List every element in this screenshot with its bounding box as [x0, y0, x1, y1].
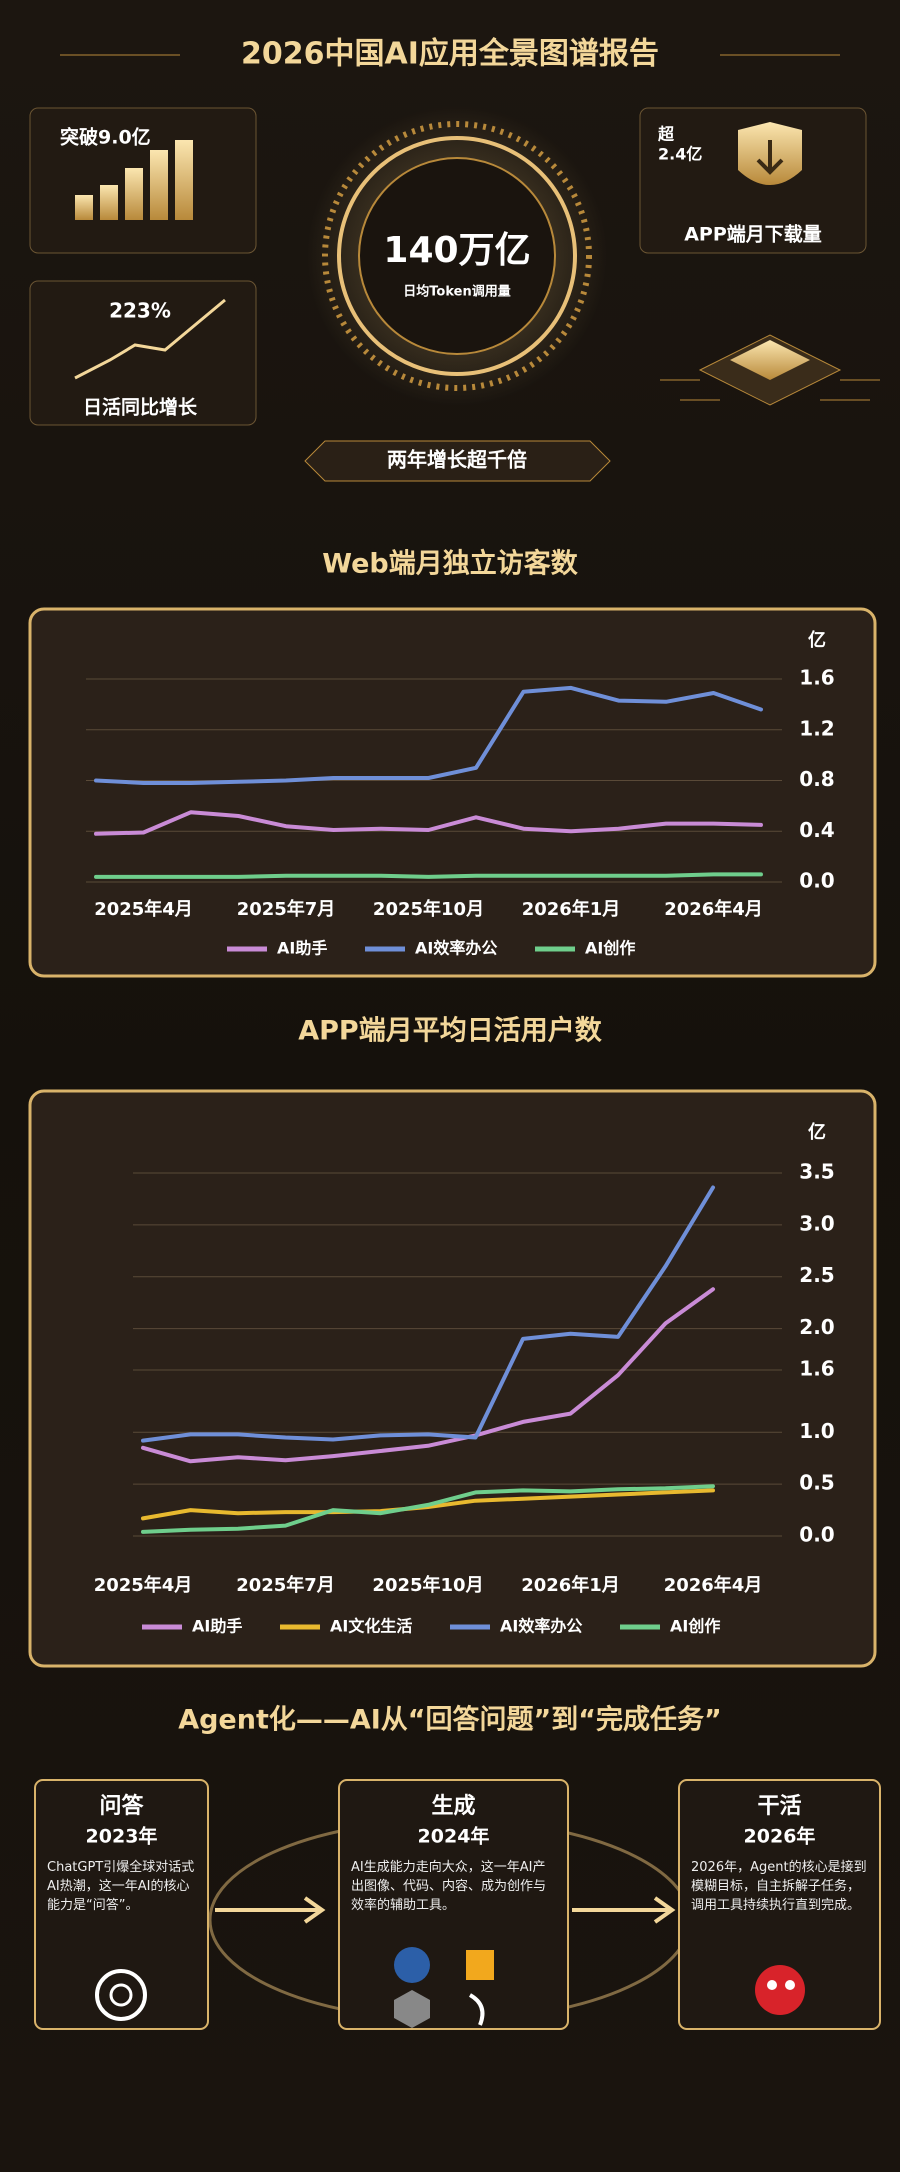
bar-icon [75, 140, 193, 220]
x-tick-label: 2025年10月 [373, 898, 484, 920]
legend-label: AI助手 [192, 1617, 242, 1636]
y-tick-label: 1.6 [799, 666, 834, 690]
agent-icon [755, 1965, 805, 2015]
series-line [94, 810, 763, 836]
series-line [94, 872, 763, 879]
stage-year: 2024年 [418, 1825, 490, 1848]
download-arrow [756, 140, 784, 175]
y-tick-label: 0.5 [799, 1471, 834, 1495]
section-title: Agent化——AI从“回答问题”到“完成任务” [178, 1704, 722, 1736]
ring [322, 121, 592, 391]
arrow [215, 1896, 326, 1924]
stat-text: 突破9.0亿 [60, 126, 151, 149]
legend-label: AI效率办公 [415, 939, 497, 958]
y-tick-label: 3.5 [799, 1160, 834, 1184]
banner [304, 440, 611, 482]
y-tick-label: 0.0 [799, 869, 834, 893]
chart-frame [28, 607, 877, 978]
chart-frame [28, 1089, 877, 1668]
stage-text: 2026年，Agent的核心是接到模糊目标，自主拆解子任务，调用工具持续执行直到… [691, 1860, 867, 1913]
arrow [572, 1896, 676, 1924]
legend-label: AI创作 [585, 939, 635, 958]
openai-icon [95, 1969, 147, 2021]
y-tick-label: 0.0 [799, 1523, 834, 1547]
series-line [141, 1488, 715, 1521]
legend-label: AI效率办公 [500, 1617, 582, 1636]
stage-title: 问答 [99, 1793, 144, 1819]
y-tick-label: 3.0 [799, 1211, 834, 1235]
stage-text: ChatGPT引爆全球对话式AI热潮，这一年AI的核心能力是“问答”。 [47, 1860, 195, 1913]
stage-title: 干活 [757, 1794, 801, 1819]
stat-box [29, 280, 257, 426]
x-tick-label: 2026年1月 [522, 898, 621, 920]
ring [337, 136, 577, 376]
page-title: 2026中国AI应用全景图谱报告 [241, 37, 659, 72]
stage-card [34, 1779, 209, 2030]
stat-text: APP端月下载量 [684, 223, 822, 246]
chip-icon [660, 334, 880, 406]
series-line [94, 685, 763, 785]
y-tick-label: 0.8 [799, 767, 834, 791]
series-line [141, 1484, 715, 1534]
x-tick-label: 2026年4月 [664, 898, 763, 920]
x-tick-label: 2026年4月 [664, 1574, 763, 1596]
stat-text: 2.4亿 [658, 145, 702, 164]
stage-year: 2023年 [86, 1825, 158, 1848]
x-tick-label: 2025年4月 [94, 898, 193, 920]
stage-title: 生成 [431, 1794, 475, 1819]
chart-title: Web端月独立访客数 [322, 548, 578, 580]
series-line [141, 1185, 715, 1443]
y-axis-label: 亿 [808, 629, 826, 651]
stage-card [678, 1779, 881, 2030]
stage-text: AI生成能力走向大众，这一年AI产出图像、代码、内容、成为创作与效率的辅助工具。 [351, 1860, 547, 1913]
y-tick-label: 1.0 [799, 1419, 834, 1443]
chart-title: APP端月平均日活用户数 [298, 1015, 602, 1047]
x-tick-label: 2025年7月 [237, 898, 336, 920]
tool-icons [394, 1947, 494, 2028]
y-tick-label: 2.0 [799, 1315, 834, 1339]
ring [358, 157, 556, 355]
series-line [141, 1287, 715, 1464]
stat-text: 日活同比增长 [83, 396, 198, 419]
token-label: 日均Token调用量 [403, 284, 510, 300]
y-tick-label: 2.5 [799, 1263, 834, 1287]
growth-icon [74, 298, 226, 380]
x-tick-label: 2025年4月 [94, 1574, 193, 1596]
stage-year: 2026年 [744, 1825, 816, 1848]
y-axis-label: 亿 [808, 1121, 826, 1143]
x-tick-label: 2026年1月 [521, 1574, 620, 1596]
stat-text: 223% [109, 299, 171, 323]
y-tick-label: 1.6 [799, 1357, 834, 1381]
stat-text: 超 [657, 125, 675, 144]
x-tick-label: 2025年7月 [236, 1574, 335, 1596]
y-tick-label: 0.4 [799, 818, 834, 842]
legend-label: AI文化生活 [330, 1617, 412, 1636]
legend-label: AI创作 [670, 1617, 720, 1636]
x-tick-label: 2025年10月 [372, 1574, 483, 1596]
token-value: 140万亿 [383, 230, 530, 271]
y-tick-label: 1.2 [799, 716, 834, 740]
legend-label: AI助手 [277, 939, 327, 958]
banner-text: 两年增长超千倍 [387, 448, 527, 472]
